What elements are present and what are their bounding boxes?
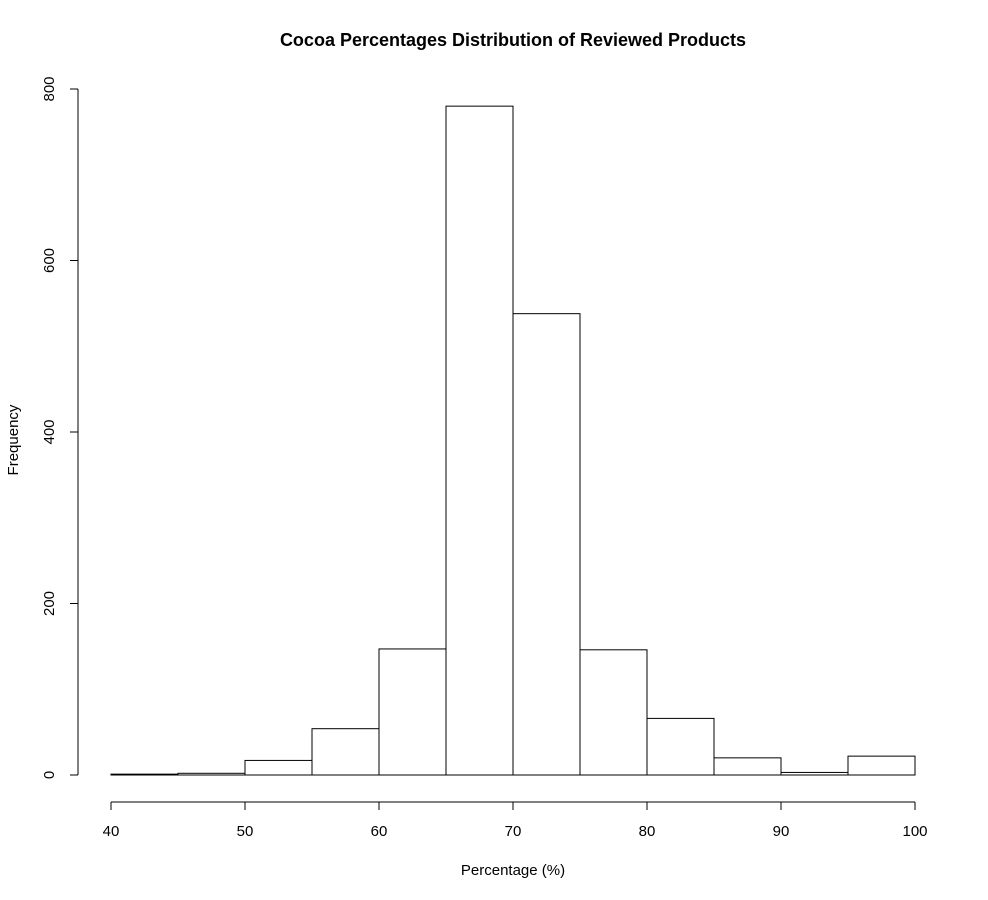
x-axis: 40 50 60 70 80 90 100 — [103, 801, 928, 840]
histogram-bar — [780, 771, 849, 776]
histogram-bar — [110, 773, 179, 776]
x-tick-label: 50 — [237, 823, 254, 840]
x-tick-label: 80 — [639, 823, 656, 840]
histogram-bar — [713, 757, 782, 776]
histogram-bar — [847, 755, 916, 776]
y-tick-label: 200 — [41, 591, 58, 616]
histogram-bar — [646, 717, 715, 776]
histogram-bar — [177, 772, 246, 776]
histogram-bar — [311, 728, 380, 776]
y-axis: 0 200 400 600 800 — [41, 76, 79, 779]
histogram-bar — [445, 105, 514, 776]
histogram-bar — [579, 649, 648, 776]
x-tick-label: 90 — [773, 823, 790, 840]
y-tick-label: 800 — [41, 76, 58, 101]
histogram-bar — [378, 648, 447, 776]
x-tick-label: 100 — [902, 823, 927, 840]
chart-title: Cocoa Percentages Distribution of Review… — [280, 30, 746, 50]
y-axis-label: Frequency — [5, 404, 22, 475]
x-axis-label: Percentage (%) — [461, 862, 565, 879]
x-tick-label: 70 — [505, 823, 522, 840]
y-tick-label: 600 — [41, 248, 58, 273]
y-tick-label: 400 — [41, 419, 58, 444]
histogram-bar — [244, 759, 313, 776]
x-tick-label: 60 — [371, 823, 388, 840]
x-tick-label: 40 — [103, 823, 120, 840]
histogram-bars — [110, 105, 916, 776]
histogram-bar — [512, 313, 581, 776]
y-tick-label: 0 — [41, 771, 58, 779]
